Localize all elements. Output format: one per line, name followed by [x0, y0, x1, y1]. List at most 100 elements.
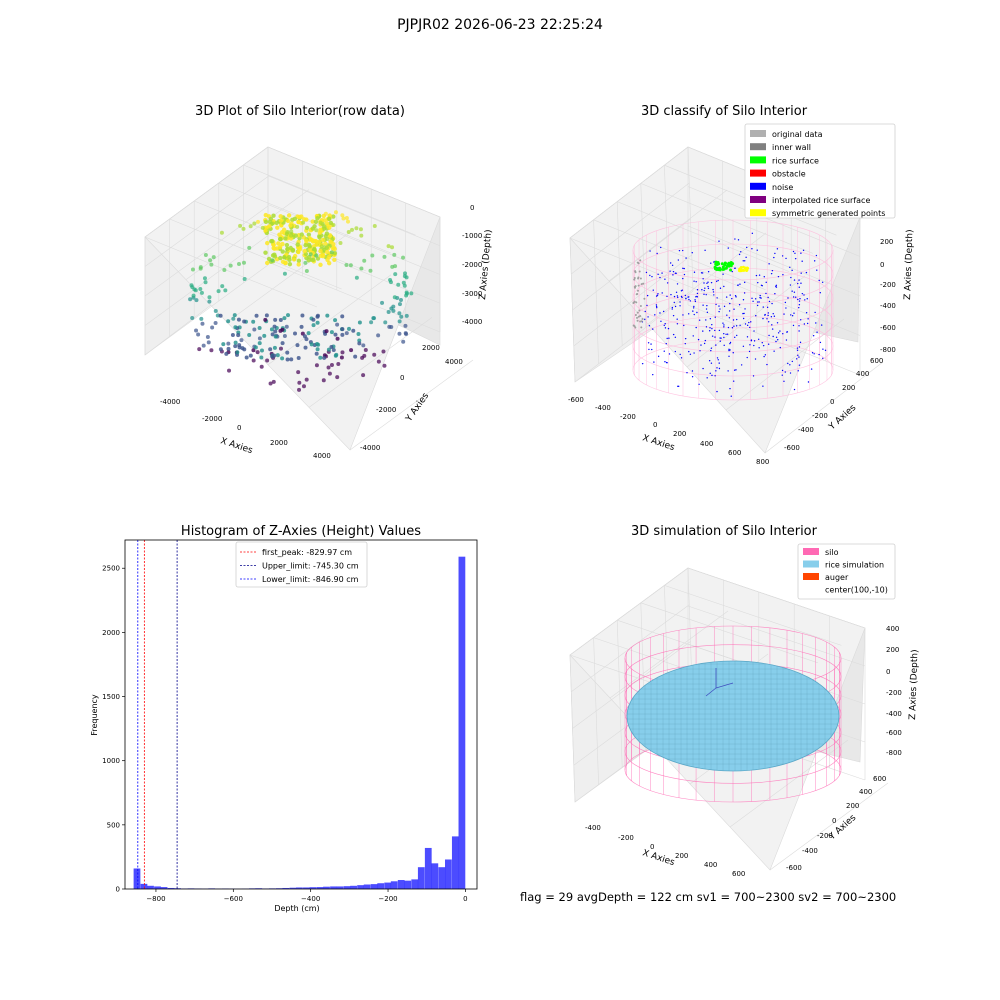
noise-point — [757, 281, 759, 284]
noise-point — [746, 324, 749, 327]
data-point — [295, 224, 300, 229]
noise-point — [662, 310, 665, 313]
noise-point — [781, 369, 784, 372]
data-point — [226, 341, 231, 346]
noise-point — [802, 249, 805, 252]
data-point — [241, 226, 246, 231]
data-point — [403, 323, 408, 328]
noise-point — [723, 332, 725, 335]
data-point — [277, 244, 283, 250]
noise-point — [813, 260, 816, 262]
data-point — [280, 356, 285, 361]
noise-point — [664, 327, 667, 329]
noise-point — [744, 323, 747, 325]
classify-ylabel: Y Axies — [827, 403, 859, 433]
noise-point — [705, 293, 707, 296]
noise-point — [681, 249, 684, 252]
noise-point — [714, 375, 716, 377]
histogram-bar — [167, 887, 175, 889]
data-point — [281, 227, 287, 232]
simulation-ztick: 200 — [886, 646, 899, 654]
noise-point — [718, 367, 721, 370]
data-point — [320, 237, 326, 243]
data-point — [264, 260, 270, 266]
noise-point — [803, 294, 805, 296]
data-point — [289, 229, 294, 234]
noise-point — [789, 284, 792, 286]
noise-point — [706, 377, 708, 379]
data-point — [397, 311, 402, 316]
noise-point — [652, 373, 654, 376]
noise-point — [756, 304, 759, 307]
noise-point — [705, 326, 708, 328]
noise-point — [695, 281, 697, 283]
rice-surface-point — [716, 268, 720, 272]
data-point — [278, 214, 283, 219]
rice-surface-point — [731, 262, 735, 266]
noise-point — [706, 311, 709, 314]
data-point — [236, 262, 241, 267]
grid-line — [687, 605, 866, 667]
data-point — [404, 332, 409, 337]
data-point — [291, 257, 297, 262]
data-point — [328, 239, 333, 245]
noise-point — [751, 248, 753, 250]
auger-axis — [705, 687, 717, 697]
noise-point — [722, 273, 724, 275]
data-point — [344, 215, 349, 220]
data-point — [388, 278, 393, 283]
data-point — [203, 280, 208, 285]
data-point — [221, 342, 226, 347]
histogram-legend: first_peak: -829.97 cm Upper_limit: -745.… — [235, 541, 368, 588]
noise-point — [763, 355, 765, 358]
noise-point — [773, 315, 776, 317]
figure-title: PJPJR02 2026-06-23 22:25:24 — [397, 17, 603, 33]
simulation-zlabel: Z Axies (Depth) — [908, 649, 920, 720]
data-point — [368, 268, 373, 273]
noise-point — [691, 370, 694, 372]
noise-point — [674, 272, 677, 274]
noise-point — [783, 380, 785, 382]
noise-point — [692, 335, 694, 337]
symmetric-point — [742, 265, 745, 269]
data-point — [211, 255, 216, 260]
data-point — [340, 314, 345, 319]
noise-point — [683, 273, 686, 276]
noise-point — [752, 300, 754, 303]
noise-point — [771, 269, 774, 272]
noise-point — [684, 342, 686, 345]
noise-point — [666, 337, 668, 340]
simulation-xtick: 0 — [650, 843, 654, 851]
histogram-bar — [363, 884, 371, 889]
data-point — [356, 331, 361, 336]
data-point — [227, 368, 232, 373]
classify-ztick: 0 — [880, 261, 884, 269]
noise-point — [818, 279, 820, 282]
raw-ytick: -4000 — [360, 444, 380, 452]
data-point — [278, 317, 283, 322]
data-point — [314, 242, 319, 247]
data-point — [236, 317, 241, 322]
data-point — [272, 345, 277, 350]
noise-point — [736, 318, 738, 321]
noise-point — [723, 336, 725, 339]
noise-point — [774, 293, 776, 295]
data-point — [233, 344, 238, 349]
data-point — [325, 313, 330, 318]
noise-point — [670, 293, 672, 296]
noise-point — [666, 295, 668, 298]
grid-line — [608, 189, 728, 282]
noise-point — [771, 328, 774, 330]
raw-plot-title: 3D Plot of Silo Interior(row data) — [195, 104, 405, 119]
noise-point — [718, 329, 721, 332]
classify-xlabel: X Axies — [641, 433, 676, 453]
data-point — [340, 350, 345, 355]
noise-point — [711, 327, 713, 330]
noise-point — [757, 338, 760, 340]
noise-point — [652, 289, 654, 291]
data-point — [275, 225, 280, 230]
data-point — [256, 219, 261, 224]
noise-point — [647, 342, 650, 344]
noise-point — [728, 349, 730, 352]
noise-point — [798, 279, 800, 281]
